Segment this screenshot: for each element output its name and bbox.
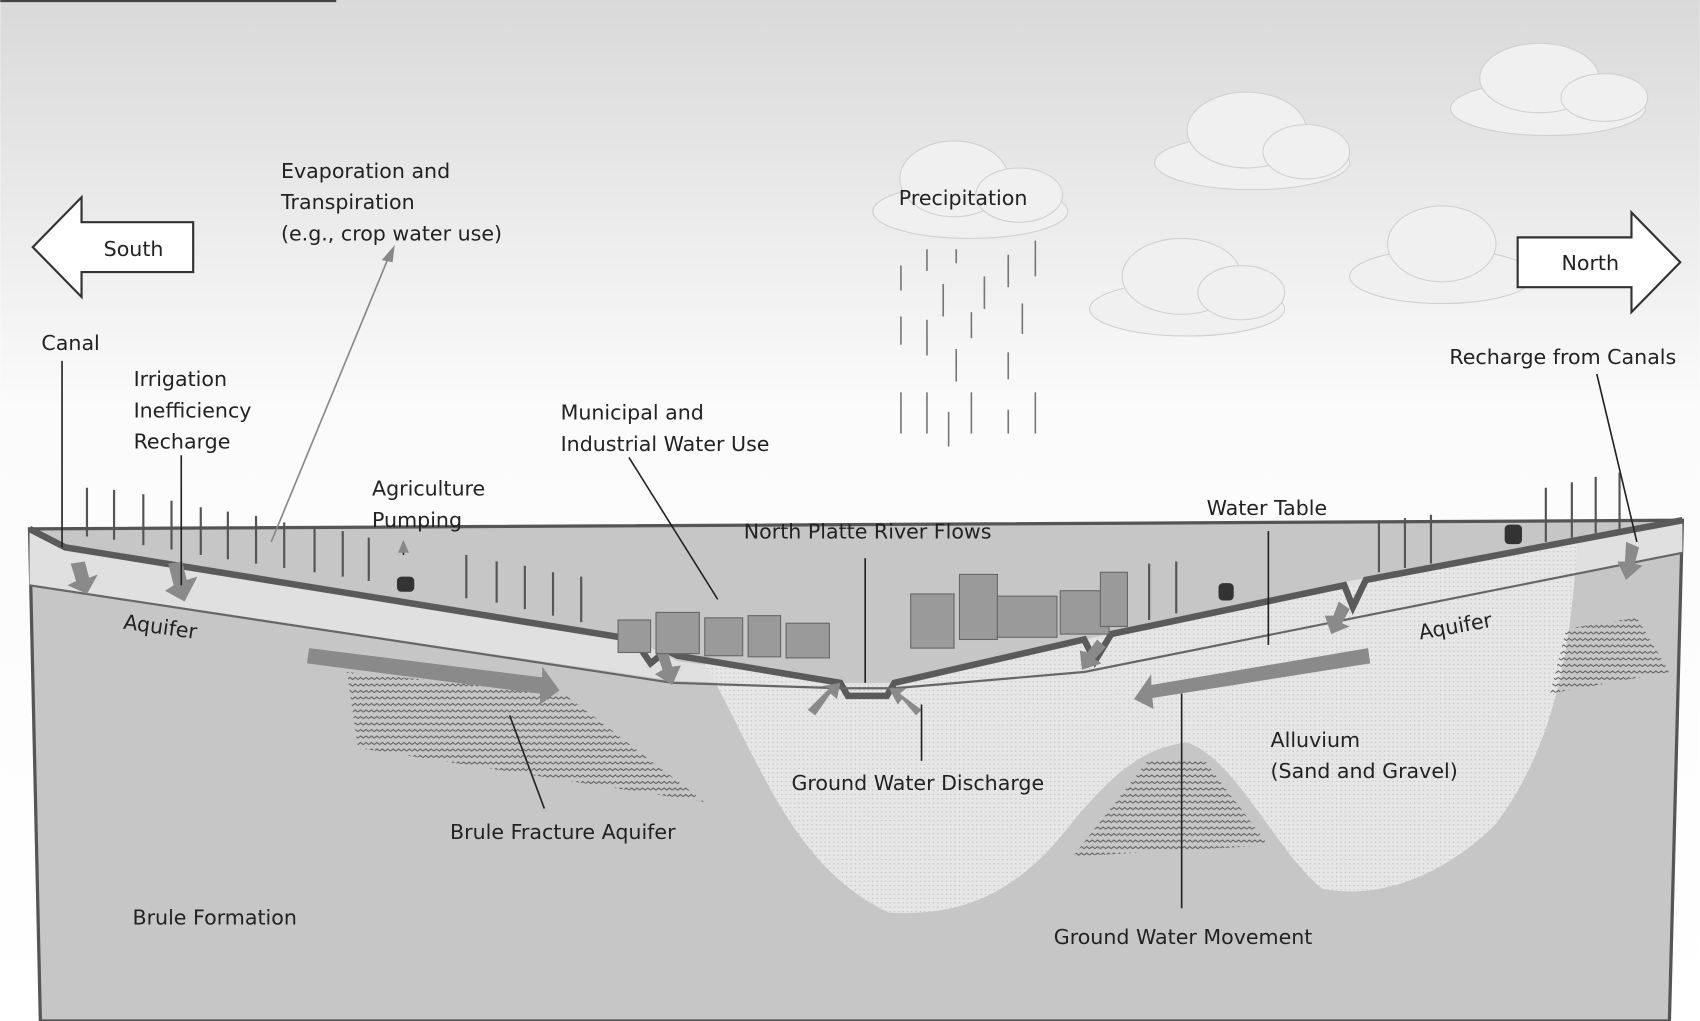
cloud — [1449, 42, 1649, 137]
label: Canal — [41, 331, 99, 355]
fracture-zone — [1073, 758, 1269, 857]
label: Irrigation — [134, 367, 227, 391]
aquifer-layer — [29, 520, 1683, 689]
label: Inefficiency — [134, 398, 252, 422]
evap-arrow — [270, 257, 390, 543]
fracture-zone — [347, 671, 705, 803]
south-arrow — [31, 194, 195, 300]
pump-arrow-head — [398, 539, 409, 553]
direction-label: South — [104, 237, 164, 261]
label: Ground Water Discharge — [791, 771, 1044, 795]
cloud — [1154, 91, 1351, 191]
cloud — [872, 140, 1069, 239]
label: Water Table — [1207, 496, 1328, 520]
label: Pumping — [372, 508, 462, 532]
land-surface — [28, 517, 1684, 700]
label: Precipitation — [899, 186, 1028, 210]
pumps — [396, 524, 1522, 601]
label: Ground Water Movement — [1054, 925, 1313, 949]
rain — [900, 240, 1037, 447]
cloud — [1088, 237, 1286, 337]
fracture-zone — [1550, 617, 1670, 694]
label: (Sand and Gravel) — [1271, 759, 1458, 783]
label: Evaporation and — [281, 159, 450, 183]
cloud — [1349, 205, 1535, 305]
alluvium — [704, 541, 1578, 914]
label: North Platte River Flows — [744, 520, 992, 544]
north-arrow — [1516, 209, 1682, 315]
flow-arrows — [67, 541, 1643, 716]
direction-label: North — [1561, 251, 1619, 275]
label: Recharge from Canals — [1449, 345, 1676, 369]
label: Industrial Water Use — [561, 432, 770, 456]
label: Agriculture — [372, 476, 485, 500]
label: Brule Fracture Aquifer — [450, 820, 676, 844]
crops — [85, 472, 1621, 623]
label: Transpiration — [280, 190, 415, 214]
label: Recharge — [134, 430, 231, 454]
label: Alluvium — [1271, 728, 1361, 752]
label: (e.g., crop water use) — [281, 222, 502, 246]
label: Brule Formation — [132, 906, 296, 930]
town — [617, 571, 1129, 659]
evap-arrow-head — [381, 244, 395, 263]
labels: Canal Irrigation Inefficiency Recharge Evapo… — [41, 159, 1676, 949]
leader-line — [61, 360, 1638, 909]
label: Municipal and — [561, 400, 704, 424]
